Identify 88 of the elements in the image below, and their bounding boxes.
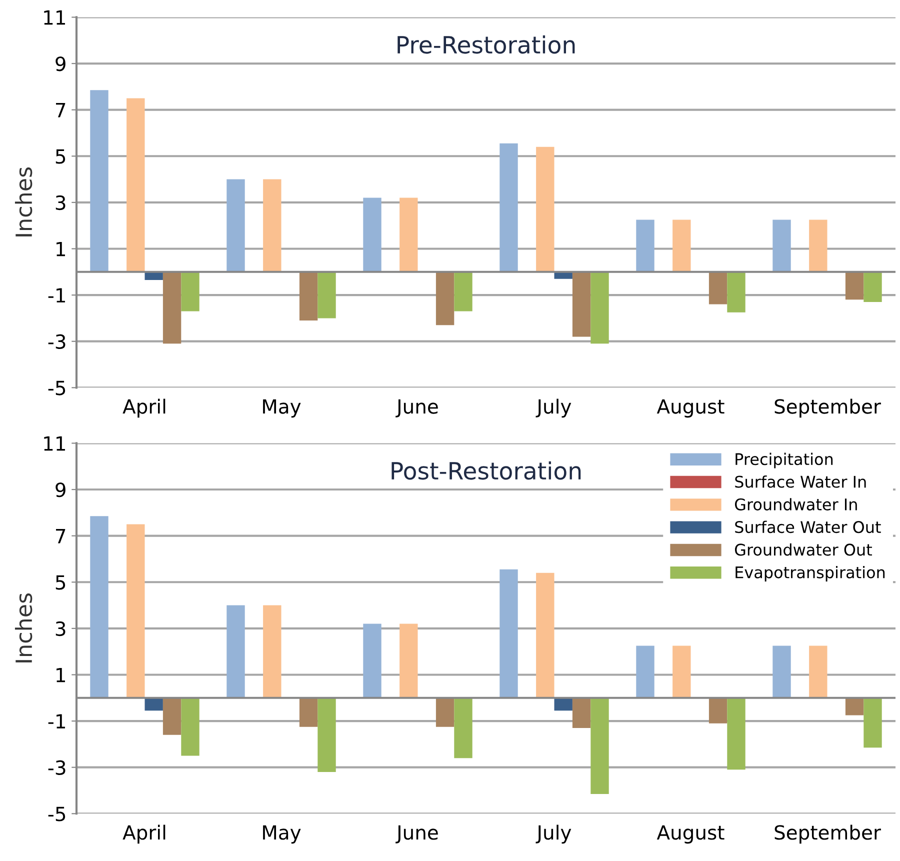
text: Pre-Restoration xyxy=(398,35,575,54)
x-tick-label: August xyxy=(656,399,724,418)
bar xyxy=(454,272,472,312)
bar xyxy=(845,698,864,716)
bar xyxy=(454,698,472,758)
bar xyxy=(536,146,554,272)
bar xyxy=(263,179,282,272)
bar xyxy=(727,698,746,770)
legend-label: Precipitation xyxy=(736,452,833,468)
y-tick-label: -1 xyxy=(48,714,65,728)
legend-label: Surface Water In xyxy=(735,475,866,488)
y-tick-label: -5 xyxy=(48,806,66,822)
y-tick-label: 3 xyxy=(56,195,66,210)
bar xyxy=(536,572,554,698)
bar xyxy=(727,272,746,312)
x-tick-label: September xyxy=(774,824,881,844)
bar xyxy=(162,698,182,735)
bar xyxy=(436,272,454,326)
bar xyxy=(864,272,882,302)
y-tick-label: 3 xyxy=(56,621,66,636)
bar xyxy=(90,90,108,272)
y-tick-label: 7 xyxy=(56,103,66,118)
bar xyxy=(809,646,828,698)
bar xyxy=(636,220,654,272)
bar xyxy=(299,272,318,321)
bar xyxy=(708,272,728,304)
y-tick-label: -3 xyxy=(48,334,66,350)
y-tick-label: -5 xyxy=(48,380,66,396)
bar xyxy=(126,524,145,698)
bar xyxy=(636,646,654,698)
x-tick-label: September xyxy=(774,398,881,418)
bar xyxy=(772,646,791,698)
bar xyxy=(318,698,336,772)
bar xyxy=(400,624,418,698)
bar xyxy=(500,143,518,272)
y-tick-label: 11 xyxy=(44,436,65,451)
bar xyxy=(436,698,454,727)
bar xyxy=(672,646,691,698)
bar xyxy=(318,272,336,318)
x-tick-label: May xyxy=(263,825,301,844)
y-tick-label: 1 xyxy=(56,242,65,256)
legend-label: Evapotranspiration xyxy=(736,566,885,582)
legend-label: Groundwater In xyxy=(734,498,857,510)
bar xyxy=(299,698,318,727)
bar xyxy=(708,698,728,724)
legend-label: Surface Water Out xyxy=(735,520,881,534)
bar xyxy=(226,179,245,272)
bar xyxy=(90,516,108,698)
x-tick-label: April xyxy=(122,824,166,844)
y-tick-label: 7 xyxy=(56,529,66,544)
bar xyxy=(590,272,609,344)
y-axis-title: Inches xyxy=(14,167,32,236)
bar xyxy=(772,220,791,272)
bar xyxy=(263,605,282,698)
bar xyxy=(572,272,591,337)
x-tick-label: July xyxy=(536,824,572,844)
bar xyxy=(226,605,245,698)
x-tick-label: June xyxy=(396,399,438,418)
y-tick-label: 5 xyxy=(56,575,66,590)
bar xyxy=(400,198,418,272)
y-axis-title: Inches xyxy=(14,593,32,662)
y-tick-label: 1 xyxy=(56,668,65,682)
y-tick-label: 9 xyxy=(56,56,66,72)
bar xyxy=(500,569,518,698)
text: Post-Restoration xyxy=(392,461,581,480)
legend-label: Groundwater Out xyxy=(734,543,872,556)
x-tick-label: June xyxy=(396,825,438,844)
x-tick-label: May xyxy=(263,399,301,418)
bar xyxy=(162,272,182,344)
bar xyxy=(672,220,691,272)
bar xyxy=(126,98,145,272)
bar xyxy=(590,698,609,794)
y-tick-label: 11 xyxy=(44,10,65,25)
bar xyxy=(864,698,882,748)
bar xyxy=(181,698,200,756)
bar xyxy=(572,698,591,728)
y-tick-label: 5 xyxy=(56,149,66,164)
bar xyxy=(363,198,382,272)
y-tick-label: -3 xyxy=(48,760,66,776)
x-tick-label: July xyxy=(536,398,572,418)
bar xyxy=(845,272,864,300)
bar xyxy=(181,272,200,312)
x-tick-label: August xyxy=(656,825,724,844)
y-tick-label: 9 xyxy=(56,482,66,498)
bar xyxy=(363,624,382,698)
x-tick-label: April xyxy=(122,398,166,418)
y-tick-label: -1 xyxy=(48,288,65,302)
bar xyxy=(809,220,828,272)
